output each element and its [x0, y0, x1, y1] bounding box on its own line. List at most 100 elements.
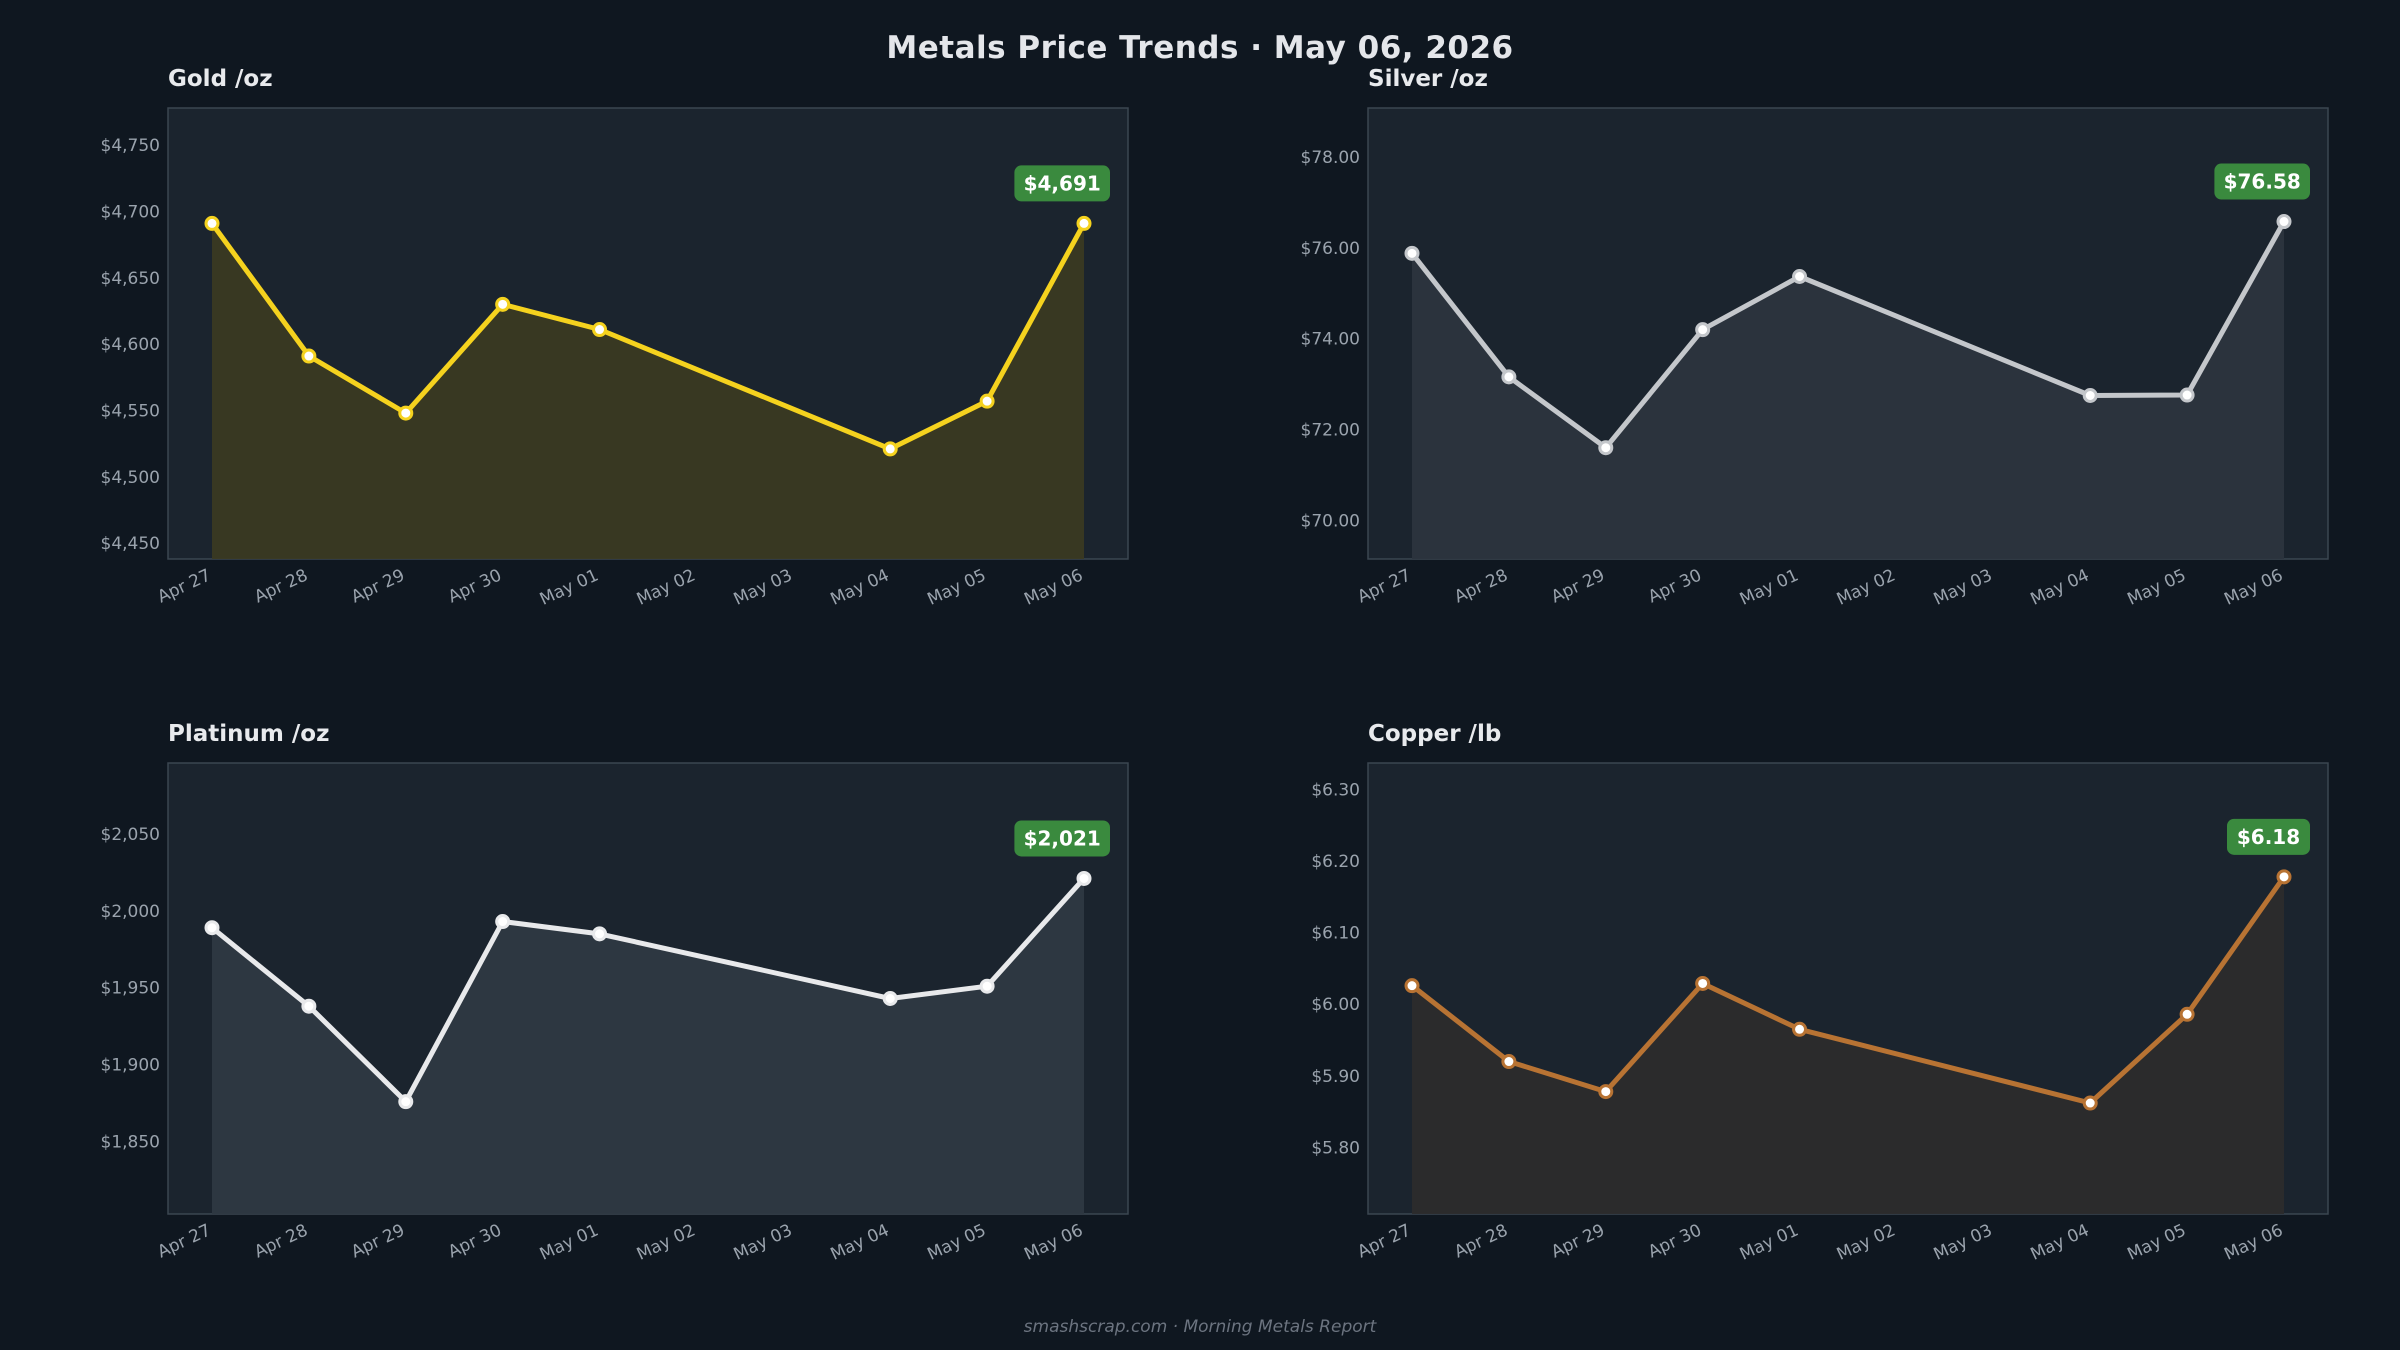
platinum-x-tick-label: Apr 29 — [348, 1220, 408, 1262]
gold-data-point — [398, 405, 414, 421]
silver-data-point — [1792, 269, 1808, 285]
gold-x-tick-label: Apr 27 — [154, 565, 214, 607]
gold-y-tick-label: $4,750 — [101, 136, 160, 156]
silver-y-tick-label: $76.00 — [1301, 239, 1360, 259]
copper-x-tick-label: Apr 29 — [1548, 1220, 1608, 1262]
silver-data-point — [2082, 387, 2098, 403]
gold-area-fill — [212, 223, 1084, 559]
platinum-x-tick-label: May 05 — [924, 1220, 989, 1264]
gold-data-point — [592, 322, 608, 338]
silver-data-point — [1404, 245, 1420, 261]
gold-data-point — [1076, 215, 1092, 231]
copper-y-tick-label: $5.90 — [1311, 1067, 1360, 1087]
copper-y-tick-label: $5.80 — [1311, 1138, 1360, 1158]
platinum-x-tick-label: May 01 — [537, 1220, 602, 1264]
gold-data-point — [301, 348, 317, 364]
copper-area-fill — [1412, 876, 2284, 1214]
copper-x-tick-label: May 05 — [2124, 1220, 2189, 1264]
platinum-x-tick-label: May 04 — [828, 1220, 893, 1264]
gold-y-tick-label: $4,500 — [101, 468, 160, 488]
copper-x-tick-label: May 02 — [1834, 1220, 1899, 1264]
silver-area-fill — [1412, 221, 2284, 559]
gold-data-point — [979, 393, 995, 409]
gold-x-tick-label: May 04 — [828, 565, 893, 609]
platinum-x-tick-label: Apr 28 — [251, 1220, 311, 1262]
gold-series-line — [209, 220, 1087, 452]
silver-x-tick-label: Apr 28 — [1451, 565, 1511, 607]
gold-y-tick-label: $4,650 — [101, 269, 160, 289]
copper-data-point — [1501, 1054, 1517, 1070]
platinum-latest-value: $2,021 — [1024, 826, 1101, 850]
silver-series-line — [1409, 219, 2287, 451]
silver-data-point — [1695, 322, 1711, 338]
silver-x-tick-label: Apr 27 — [1354, 565, 1414, 607]
gold-y-tick-label: $4,700 — [101, 202, 160, 222]
platinum-y-tick-label: $1,950 — [101, 979, 160, 999]
silver-y-tick-label: $74.00 — [1301, 330, 1360, 350]
platinum-data-point — [301, 998, 317, 1014]
gold-data-point — [204, 215, 220, 231]
copper-data-point — [1598, 1084, 1614, 1100]
silver-data-point — [1501, 369, 1517, 385]
gold-data-point — [882, 441, 898, 457]
copper-x-tick-label: May 03 — [1931, 1220, 1996, 1264]
gold-y-tick-label: $4,550 — [101, 401, 160, 421]
silver-latest-value: $76.58 — [2224, 170, 2301, 194]
silver-chart: Silver /oz $70.00 $72.00 $74.00 $76.00 $78.00… — [1301, 66, 2329, 610]
platinum-data-point — [592, 926, 608, 942]
copper-data-point — [2179, 1006, 2195, 1022]
gold-x-tick-label: May 02 — [634, 565, 699, 609]
gold-x-tick-label: Apr 28 — [251, 565, 311, 607]
gold-latest-value: $4,691 — [1024, 171, 1101, 195]
platinum-chart-title: Platinum /oz — [168, 721, 329, 747]
copper-data-point — [2082, 1095, 2098, 1111]
copper-latest-value: $6.18 — [2237, 825, 2300, 849]
gold-x-tick-label: May 01 — [537, 565, 602, 609]
copper-series-line — [1409, 874, 2287, 1106]
silver-x-tick-label: May 03 — [1931, 565, 1996, 609]
platinum-chart: Platinum /oz $1,850 $1,900 $1,950 $2,000 $2,0… — [101, 721, 1129, 1265]
silver-data-point — [1598, 440, 1614, 456]
platinum-data-point — [979, 978, 995, 994]
copper-data-point — [1792, 1021, 1808, 1037]
footer-credit: smashscrap.com · Morning Metals Report — [1023, 1317, 1377, 1337]
platinum-data-point — [398, 1094, 414, 1110]
platinum-series-line — [209, 875, 1087, 1105]
platinum-x-tick-label: Apr 27 — [154, 1220, 214, 1262]
silver-chart-title: Silver /oz — [1368, 66, 1488, 92]
gold-chart-title: Gold /oz — [168, 66, 273, 92]
copper-x-tick-label: Apr 30 — [1645, 1220, 1705, 1262]
silver-x-tick-label: Apr 29 — [1548, 565, 1608, 607]
gold-latest-badge — [1014, 165, 1110, 202]
platinum-data-point — [204, 920, 220, 936]
copper-data-point — [2276, 869, 2292, 885]
platinum-data-point — [495, 914, 511, 930]
copper-chart: Copper /lb $5.80 $5.90 $6.00 $6.10 $6.20 $6.30… — [1311, 721, 2329, 1265]
platinum-x-tick-label: May 03 — [731, 1220, 796, 1264]
copper-x-tick-label: Apr 28 — [1451, 1220, 1511, 1262]
platinum-data-point — [882, 991, 898, 1007]
gold-x-tick-label: May 06 — [1021, 565, 1086, 609]
platinum-latest-badge — [1014, 820, 1110, 857]
copper-x-tick-label: May 01 — [1737, 1220, 1802, 1264]
copper-y-tick-label: $6.00 — [1311, 995, 1360, 1015]
gold-x-tick-label: May 03 — [731, 565, 796, 609]
silver-x-tick-label: May 06 — [2221, 565, 2286, 609]
platinum-x-tick-label: May 06 — [1021, 1220, 1086, 1264]
silver-x-tick-label: May 01 — [1737, 565, 1802, 609]
silver-data-point — [2276, 214, 2292, 230]
silver-latest-badge — [2214, 163, 2310, 200]
copper-y-tick-label: $6.30 — [1311, 780, 1360, 800]
gold-x-tick-label: Apr 30 — [445, 565, 505, 607]
silver-x-tick-label: Apr 30 — [1645, 565, 1705, 607]
silver-y-tick-label: $70.00 — [1301, 511, 1360, 531]
copper-data-point — [1404, 978, 1420, 994]
copper-x-tick-label: May 04 — [2028, 1220, 2093, 1264]
gold-x-tick-label: Apr 29 — [348, 565, 408, 607]
copper-data-point — [1695, 975, 1711, 991]
gold-y-tick-label: $4,450 — [101, 534, 160, 554]
copper-x-tick-label: May 06 — [2221, 1220, 2286, 1264]
platinum-y-tick-label: $1,850 — [101, 1133, 160, 1153]
platinum-y-tick-label: $2,000 — [101, 902, 160, 922]
